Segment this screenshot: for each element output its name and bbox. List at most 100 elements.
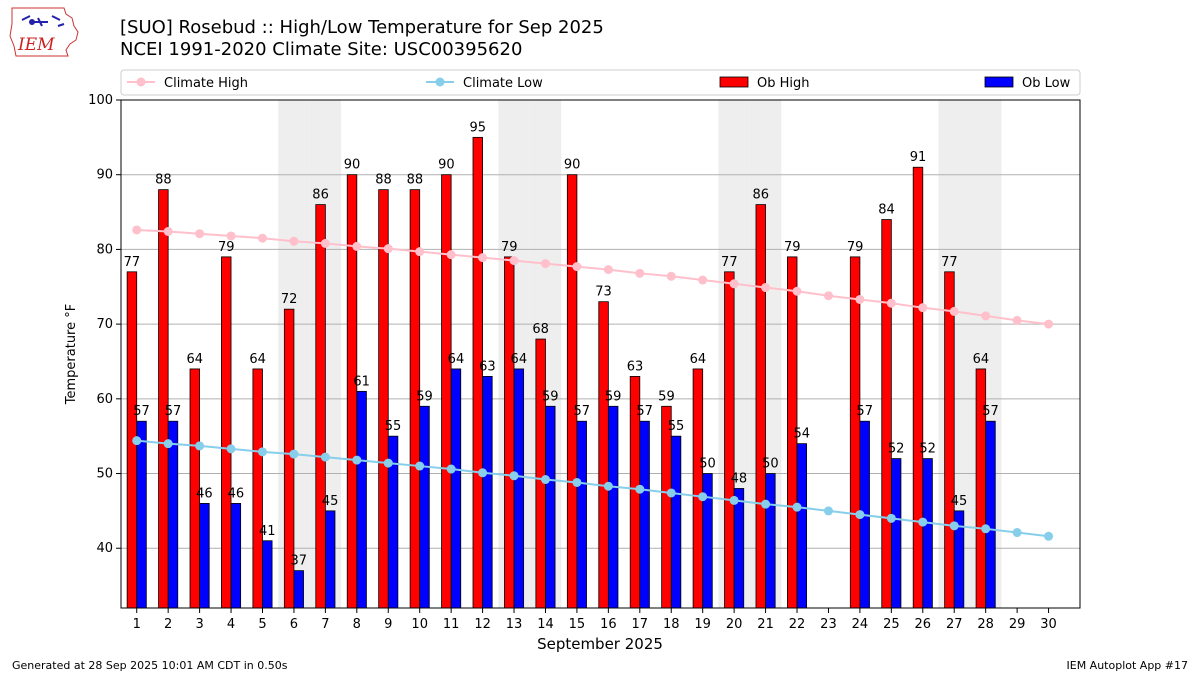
x-tick-label: 9 bbox=[384, 617, 392, 632]
climate-low-point bbox=[949, 521, 959, 531]
x-tick-label: 20 bbox=[726, 617, 743, 632]
x-tick-label: 16 bbox=[600, 617, 617, 632]
y-tick-label: 40 bbox=[96, 541, 113, 556]
legend-climate-low-marker bbox=[435, 77, 445, 87]
ob-low-bar bbox=[765, 473, 776, 609]
ob-high-bar bbox=[535, 338, 546, 609]
ob-low-bar bbox=[262, 540, 273, 609]
climate-high-point bbox=[572, 262, 582, 272]
ob-low-label: 57 bbox=[982, 404, 999, 419]
ob-low-label: 50 bbox=[699, 457, 716, 472]
x-tick-label: 12 bbox=[474, 617, 491, 632]
ob-high-bar bbox=[221, 256, 232, 609]
x-tick-label: 2 bbox=[164, 617, 172, 632]
ob-high-bar bbox=[692, 368, 704, 609]
ob-low-label: 37 bbox=[290, 554, 307, 569]
climate-high-point bbox=[603, 265, 613, 275]
ob-low-label: 61 bbox=[353, 374, 370, 389]
ob-high-label: 79 bbox=[784, 240, 801, 255]
y-tick-label: 100 bbox=[88, 93, 113, 108]
climate-high-point bbox=[792, 286, 802, 296]
ob-low-bar bbox=[607, 405, 619, 609]
climate-high-point bbox=[855, 294, 865, 304]
climate-low-point bbox=[352, 455, 362, 465]
ob-high-label: 84 bbox=[878, 203, 895, 218]
climate-high-point bbox=[289, 236, 299, 246]
ob-high-label: 63 bbox=[627, 359, 644, 374]
climate-low-point bbox=[509, 471, 519, 481]
legend-box bbox=[120, 69, 1081, 96]
x-tick-label: 18 bbox=[663, 617, 680, 632]
ob-high-bar bbox=[566, 174, 578, 609]
ob-low-label: 57 bbox=[856, 404, 873, 419]
ob-high-bar bbox=[944, 271, 955, 609]
climate-high-point bbox=[949, 306, 959, 316]
x-tick-label: 8 bbox=[353, 617, 361, 632]
x-tick-label: 13 bbox=[506, 617, 523, 632]
x-tick-label: 21 bbox=[757, 617, 774, 632]
chart-title: [SUO] Rosebud :: High/Low Temperature fo… bbox=[120, 17, 604, 38]
legend-ob-low-swatch bbox=[984, 76, 1014, 88]
x-axis-label: September 2025 bbox=[537, 635, 663, 653]
x-tick-label: 14 bbox=[537, 617, 554, 632]
ob-low-bar bbox=[419, 405, 430, 609]
ob-low-label: 57 bbox=[636, 404, 653, 419]
climate-low-point bbox=[761, 499, 771, 509]
ob-high-bar bbox=[598, 301, 609, 609]
x-tick-label: 5 bbox=[258, 617, 266, 632]
x-tick-label: 25 bbox=[883, 617, 900, 632]
ob-high-label: 90 bbox=[344, 158, 361, 173]
ob-high-label: 88 bbox=[375, 173, 392, 188]
legend-climate-high-label: Climate High bbox=[164, 76, 248, 91]
climate-high-point bbox=[823, 291, 833, 301]
ob-low-bar bbox=[513, 368, 525, 609]
climate-low-point bbox=[886, 513, 896, 523]
ob-high-label: 79 bbox=[218, 240, 235, 255]
climate-high-point bbox=[540, 259, 550, 269]
x-tick-label: 28 bbox=[977, 617, 994, 632]
ob-low-bar bbox=[639, 420, 650, 609]
ob-low-bar bbox=[733, 488, 745, 609]
ob-low-bar bbox=[324, 510, 336, 609]
ob-high-bar bbox=[912, 166, 924, 609]
ob-low-bar bbox=[890, 458, 902, 609]
ob-high-label: 72 bbox=[281, 292, 298, 307]
ob-low-label: 54 bbox=[794, 427, 811, 442]
climate-high-point bbox=[981, 311, 991, 321]
ob-high-label: 64 bbox=[187, 352, 204, 367]
climate-low-point bbox=[132, 436, 142, 446]
climate-high-point bbox=[918, 303, 928, 313]
ob-low-bar bbox=[985, 420, 996, 609]
x-tick-label: 23 bbox=[820, 617, 837, 632]
climate-high-point bbox=[320, 238, 330, 248]
ob-high-label: 64 bbox=[973, 352, 990, 367]
x-tick-label: 10 bbox=[411, 617, 428, 632]
climate-high-point bbox=[446, 250, 456, 260]
footer-app: IEM Autoplot App #17 bbox=[1066, 659, 1189, 672]
ob-low-label: 46 bbox=[228, 486, 245, 501]
ob-low-label: 59 bbox=[605, 389, 622, 404]
x-tick-label: 17 bbox=[632, 617, 649, 632]
ob-high-label: 90 bbox=[564, 158, 581, 173]
climate-low-point bbox=[383, 458, 393, 468]
ob-high-bar bbox=[504, 256, 515, 609]
climate-high-point bbox=[195, 229, 205, 239]
climate-low-point bbox=[918, 517, 928, 527]
climate-high-point bbox=[886, 298, 896, 308]
ob-low-bar bbox=[167, 420, 179, 609]
y-axis-label: Temperature °F bbox=[64, 304, 79, 405]
ob-low-label: 52 bbox=[888, 442, 905, 457]
x-tick-label: 22 bbox=[789, 617, 806, 632]
climate-low-point bbox=[698, 492, 708, 502]
ob-low-label: 45 bbox=[322, 494, 339, 509]
ob-high-bar bbox=[724, 271, 735, 609]
climate-high-point bbox=[478, 253, 488, 263]
ob-low-bar bbox=[199, 503, 210, 609]
x-tick-label: 3 bbox=[195, 617, 203, 632]
climate-low-point bbox=[666, 488, 676, 498]
y-tick-label: 60 bbox=[96, 392, 113, 407]
y-tick-label: 80 bbox=[96, 242, 113, 257]
climate-low-point bbox=[603, 481, 613, 491]
climate-high-point bbox=[415, 247, 425, 257]
x-tick-label: 24 bbox=[852, 617, 869, 632]
